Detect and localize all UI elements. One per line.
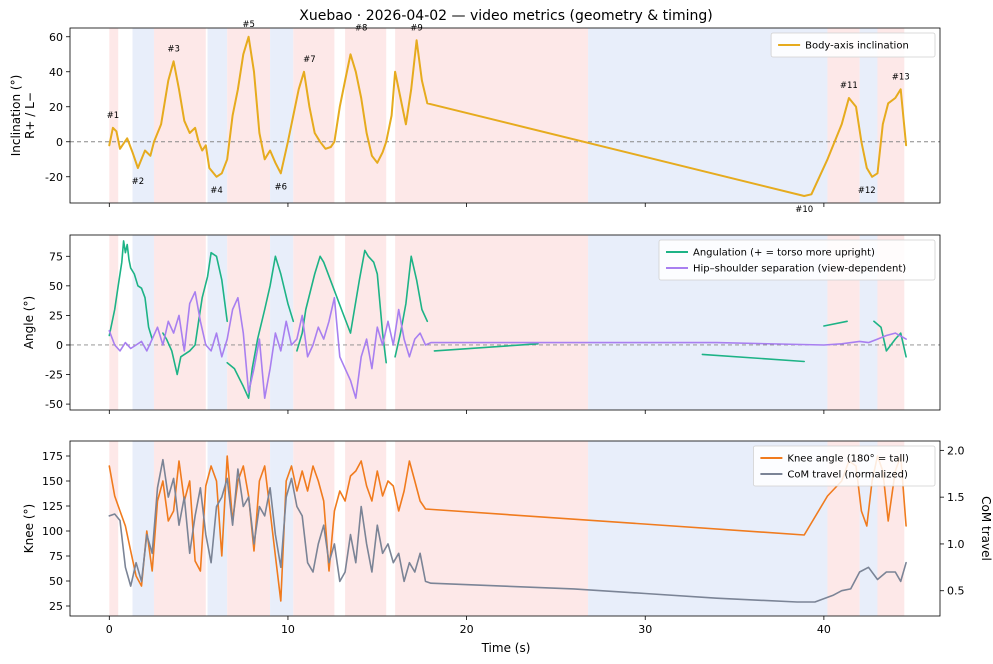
series-group [108, 455, 907, 603]
y-tick-label: 60 [49, 31, 63, 44]
legend-entry: Angulation (+ = torso more upright) [693, 248, 875, 259]
panel-3: 25 50 75 100 125 150 175 0.5 1.0 1.5 2.0 0 10 20 30 40 K… [22, 440, 993, 636]
x-tick-label: 10 [281, 623, 295, 636]
phase-band-6 [270, 28, 294, 203]
series-line-1 [108, 35, 908, 197]
legend: Knee angle (180° = tall) CoM travel (norm… [753, 445, 936, 487]
phase-bands [109, 28, 905, 203]
legend-box [770, 32, 936, 58]
y-axis-label: Angle (°) [22, 296, 36, 349]
legend-entry: CoM travel (normalized) [787, 470, 908, 481]
x-tick-label: 30 [638, 623, 652, 636]
legend-entry: Body-axis inclination [805, 41, 909, 52]
phase-band-4 [207, 441, 228, 616]
event-label-12: #12 [858, 186, 876, 196]
phase-band-1 [109, 28, 119, 203]
y-tick-label: 0 [56, 339, 63, 352]
event-label-5: #5 [242, 20, 255, 30]
event-label-2: #2 [132, 177, 145, 187]
panel-1: #1#2#3#4#5#6#7#8 #9#10#11#12#13-200204060… [9, 20, 941, 215]
legend: Angulation (+ = torso more upright) Hip–s… [658, 239, 936, 281]
x-tick-label: 0 [106, 623, 113, 636]
event-label-4: #4 [210, 186, 223, 196]
event-label-11: #11 [840, 81, 858, 91]
event-label-7: #7 [303, 55, 316, 65]
y-tick-label: 100 [42, 525, 63, 538]
y-right-tick-label: 0.5 [947, 585, 965, 598]
y-right-tick-label: 1.5 [947, 491, 965, 504]
y-tick-label: -25 [45, 369, 63, 382]
x-tick-label: 40 [817, 623, 831, 636]
series-line-1 [108, 240, 907, 399]
legend-box [658, 239, 936, 281]
phase-band-9 [395, 235, 589, 410]
event-label-6: #6 [275, 182, 288, 192]
series-line-2 [108, 458, 907, 603]
legend-entry: Hip–shoulder separation (view-dependent) [693, 264, 906, 275]
event-label-10: #10 [795, 205, 813, 215]
x-axis-label: Time (s) [481, 641, 531, 655]
y-axis-label: Inclination (°) [9, 75, 23, 157]
phase-band-2 [132, 28, 154, 203]
y-tick-label: 75 [49, 250, 63, 263]
phase-band-6 [270, 441, 294, 616]
series-group [108, 240, 907, 399]
y-tick-label: 75 [49, 550, 63, 563]
y-tick-label: 40 [49, 66, 63, 79]
y-tick-label: 20 [49, 101, 63, 114]
y-axis-label-sub: R+ / L− [23, 92, 37, 139]
y-tick-label: 175 [42, 450, 63, 463]
y-right-tick-label: 1.0 [947, 538, 965, 551]
phase-band-1 [109, 441, 119, 616]
event-label-13: #13 [892, 72, 910, 82]
phase-band-8 [345, 441, 387, 616]
series-group [108, 35, 908, 197]
phase-band-6 [270, 235, 294, 410]
panel-2: -50 -25 0 25 50 75 Angle (°) Angulation (+ = to… [22, 234, 941, 414]
y-tick-label: 50 [49, 280, 63, 293]
panels-group: #1#2#3#4#5#6#7#8 #9#10#11#12#13-200204060… [9, 20, 993, 636]
axes-frame [69, 27, 941, 204]
phase-band-2 [132, 441, 154, 616]
phase-bands [109, 441, 905, 616]
y-tick-label: 0 [56, 136, 63, 149]
legend-box [753, 445, 936, 487]
phase-band-4 [207, 28, 228, 203]
legend: Body-axis inclination [770, 32, 936, 58]
y-tick-label: -50 [45, 398, 63, 411]
x-tick-label: 20 [460, 623, 474, 636]
chart-title: Xuebao · 2026-04-02 — video metrics (geo… [299, 8, 713, 24]
y-tick-label: 50 [49, 575, 63, 588]
legend-entry: Knee angle (180° = tall) [787, 454, 909, 465]
y-tick-label: 150 [42, 475, 63, 488]
y-axis-label: Knee (°) [22, 504, 36, 553]
phase-band-7 [293, 28, 335, 203]
axes-frame [69, 234, 941, 411]
phase-band-9 [395, 28, 589, 203]
series-line-1 [108, 455, 907, 602]
phase-band-9 [395, 441, 589, 616]
y-tick-label: 125 [42, 500, 63, 513]
phase-band-1 [109, 235, 119, 410]
y-tick-label: 25 [49, 600, 63, 613]
y-tick-label: 25 [49, 309, 63, 322]
event-label-1: #1 [107, 111, 120, 121]
axes-frame [69, 440, 941, 617]
phase-band-2 [132, 235, 154, 410]
y-tick-label: -20 [45, 171, 63, 184]
y-right-tick-label: 2.0 [947, 444, 965, 457]
series-line-2 [108, 291, 907, 399]
y-right-axis-label: CoM travel [979, 496, 993, 561]
event-label-3: #3 [167, 44, 180, 54]
phase-band-5 [227, 28, 271, 203]
